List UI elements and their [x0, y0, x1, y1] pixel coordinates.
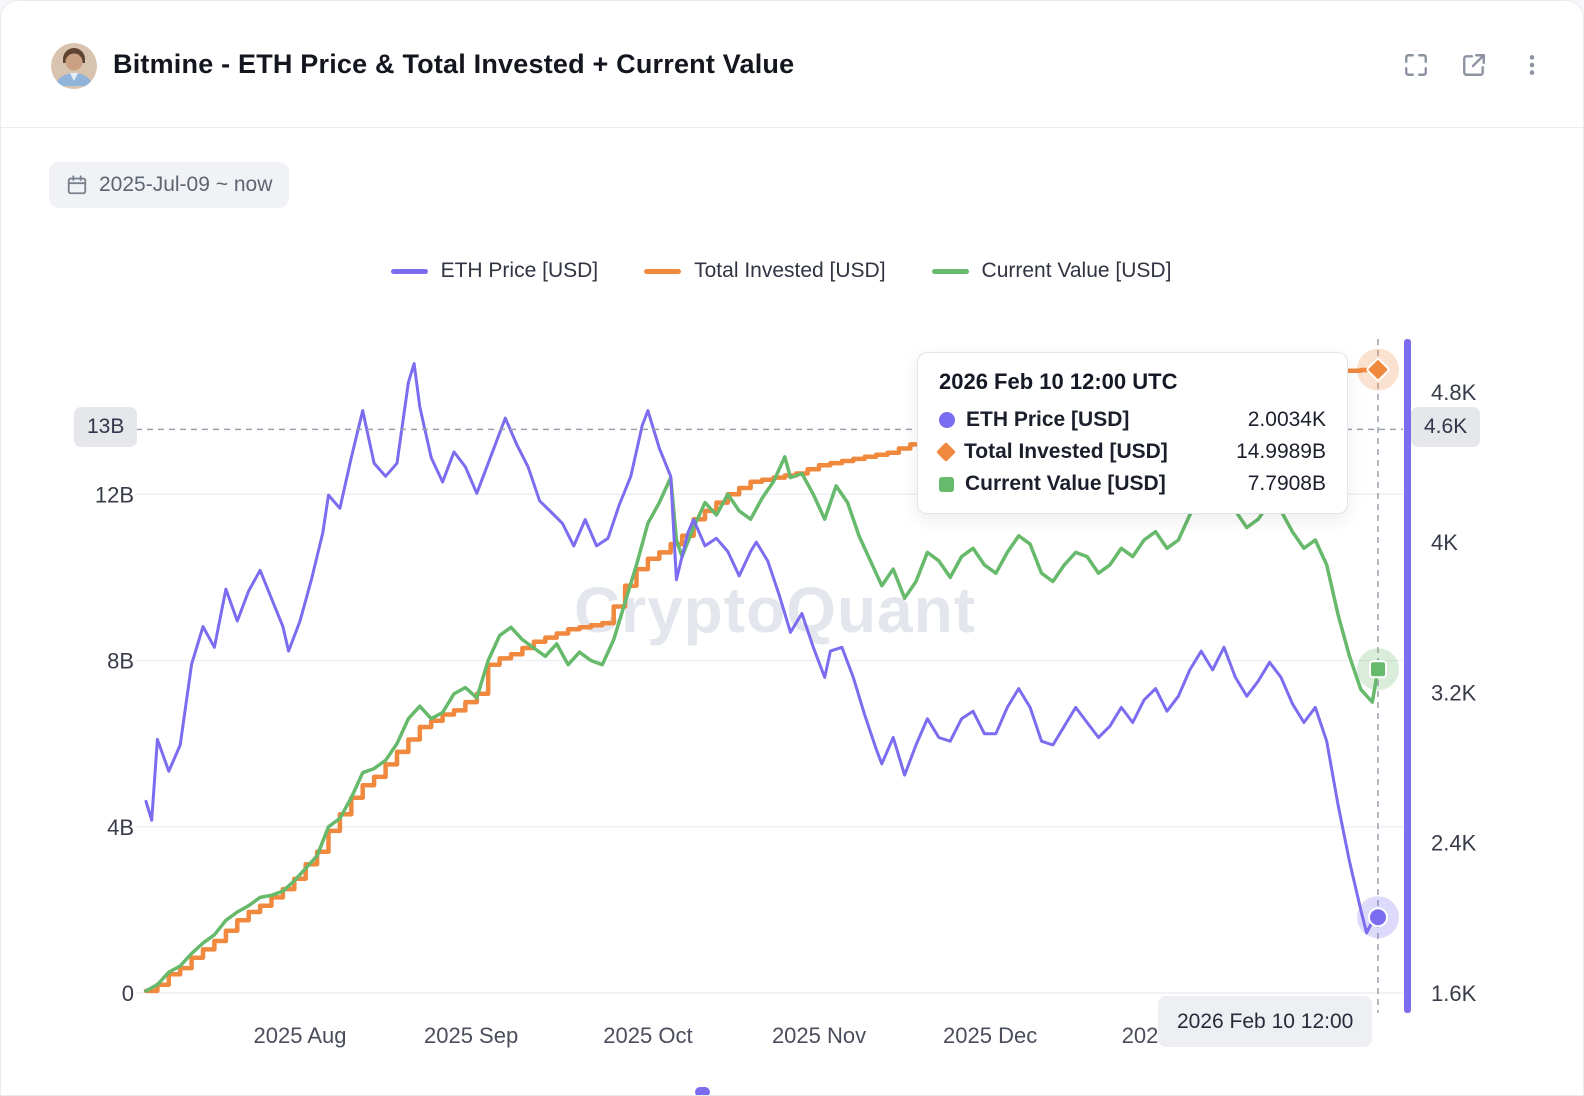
right-axis-tick: 2.4K [1431, 831, 1477, 856]
total-invested-swatch [644, 268, 682, 274]
header-actions [1399, 1, 1549, 128]
diamond-marker-icon [936, 442, 956, 462]
tooltip-value: 14.9989B [1236, 440, 1326, 463]
date-range-label: 2025-Jul-09 ~ now [99, 173, 273, 196]
chart-legend: ETH Price [USD] Total Invested [USD] Cur… [1, 259, 1561, 283]
tooltip-row-eth-price: ETH Price [USD] 2.0034K [939, 404, 1326, 436]
current-value-swatch [931, 268, 969, 274]
left-axis-tick: 12B [95, 482, 134, 507]
crosshair-date-badge: 2026 Feb 10 12:00 [1158, 996, 1373, 1047]
watermark: CryptoQuant [573, 574, 977, 646]
x-axis-tick: 2025 Sep [424, 1023, 518, 1048]
more-options-icon [1529, 54, 1535, 75]
crosshair-left-axis-badge: 13B [74, 407, 138, 447]
calendar-icon [67, 175, 87, 195]
tooltip-label: ETH Price [USD] [966, 408, 1130, 431]
diamond-marker-icon [1366, 358, 1390, 382]
chart-tooltip: 2026 Feb 10 12:00 UTC ETH Price [USD] 2.… [917, 352, 1348, 514]
square-marker-icon [1369, 660, 1387, 679]
open-external-icon [1463, 53, 1485, 76]
x-axis-tick: 2025 Dec [943, 1023, 1037, 1048]
current-value-usd-line [144, 455, 1380, 993]
legend-label-current-value: Current Value [USD] [981, 259, 1172, 282]
right-axis-tick: 1.6K [1431, 981, 1477, 1006]
legend-label-total-invested: Total Invested [USD] [694, 259, 886, 282]
left-axis-tick: 4B [107, 815, 134, 840]
tooltip-value: 2.0034K [1247, 408, 1326, 431]
partial-element-bottom [695, 1087, 710, 1095]
header: Bitmine - ETH Price & Total Invested + C… [1, 1, 1583, 128]
diamond-marker-halo [1357, 348, 1399, 391]
avatar-image [51, 43, 97, 89]
date-range-filter[interactable]: 2025-Jul-09 ~ now [49, 162, 290, 208]
avatar[interactable] [51, 43, 97, 89]
crosshair-right-axis-badge: 4.6K [1411, 407, 1481, 447]
legend-label-eth-price: ETH Price [USD] [440, 259, 599, 282]
more-options-button[interactable] [1515, 48, 1549, 82]
page-title: Bitmine - ETH Price & Total Invested + C… [113, 49, 795, 79]
left-axis-tick: 8B [107, 649, 134, 674]
circle-marker-icon [1368, 907, 1388, 928]
open-external-button[interactable] [1457, 48, 1491, 82]
circle-marker-halo [1357, 896, 1399, 939]
legend-item-eth-price[interactable]: ETH Price [USD] [390, 259, 599, 283]
right-axis-tick: 4K [1431, 530, 1458, 555]
legend-item-total-invested[interactable]: Total Invested [USD] [644, 259, 886, 283]
tooltip-label: Current Value [USD] [965, 472, 1166, 495]
tooltip-value: 7.7908B [1247, 472, 1326, 495]
left-axis-tick: 0 [122, 981, 134, 1006]
right-axis-accent-bar [1404, 339, 1411, 1013]
eth-price-swatch [390, 268, 428, 274]
legend-item-current-value[interactable]: Current Value [USD] [931, 259, 1172, 283]
x-axis-tick: 2025 Nov [772, 1023, 866, 1048]
square-marker-icon [939, 476, 954, 492]
tooltip-row-total-invested: Total Invested [USD] 14.9989B [936, 436, 1326, 468]
fullscreen-icon [1405, 53, 1427, 76]
fullscreen-button[interactable] [1399, 48, 1433, 82]
x-axis-tick: 2025 Aug [254, 1023, 347, 1048]
x-axis-tick: 2025 Oct [603, 1023, 692, 1048]
tooltip-row-current-value: Current Value [USD] 7.7908B [939, 468, 1326, 500]
right-axis-tick: 3.2K [1431, 680, 1477, 705]
right-axis-tick: 4.8K [1431, 380, 1477, 405]
circle-marker-icon [939, 412, 955, 428]
tooltip-title: 2026 Feb 10 12:00 UTC [939, 369, 1178, 394]
tooltip-label: Total Invested [USD] [964, 440, 1168, 463]
square-marker-halo [1357, 648, 1399, 691]
